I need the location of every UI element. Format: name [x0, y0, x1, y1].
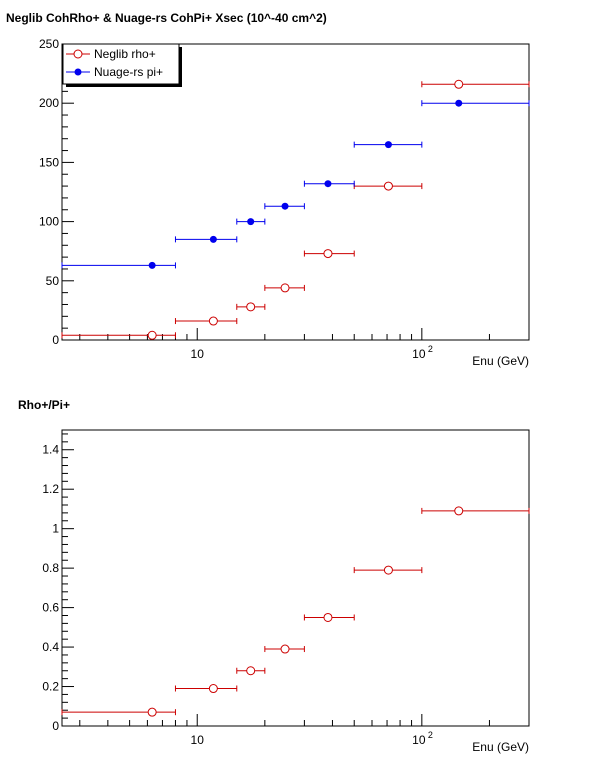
xsec-marker	[209, 235, 217, 243]
ratio-chart: Rho+/Pi+ 00.20.40.60.811.21.410 10 2 Enu (…	[18, 398, 530, 754]
xsec-chart: Neglib CohRho+ & Nuage-rs CohPi+ Xsec (1…	[6, 11, 530, 368]
xsec-point-0-0	[61, 330, 176, 340]
xsec-marker	[280, 283, 290, 293]
ratio-marker	[323, 612, 333, 622]
legend-box	[62, 43, 180, 85]
xsec-y-tick-label: 250	[39, 37, 59, 51]
xsec-data-marks	[61, 79, 530, 340]
svg-text:10: 10	[191, 733, 205, 747]
ratio-x-axis-label: Enu (GeV)	[472, 740, 529, 754]
xsec-chart-title: Neglib CohRho+ & Nuage-rs CohPi+ Xsec (1…	[6, 11, 327, 25]
xsec-x-tick-label: 10 2	[412, 344, 433, 361]
legend-item-pi: Nuage-rs pi+	[66, 65, 163, 79]
ratio-y-tick-label: 1.2	[42, 482, 59, 496]
xsec-y-tick-label: 0	[52, 333, 59, 347]
xsec-point-1-0	[61, 261, 176, 269]
xsec-x-axis-label: Enu (GeV)	[472, 354, 529, 368]
xsec-point-0-5	[353, 181, 423, 191]
xsec-marker	[455, 99, 463, 107]
xsec-marker	[247, 218, 255, 226]
xsec-marker	[384, 141, 392, 149]
legend: Neglib rho+ Nuage-rs pi+	[62, 43, 182, 87]
ratio-y-tick-label: 1	[52, 522, 59, 536]
svg-text:10: 10	[191, 347, 205, 361]
xsec-marker	[383, 181, 393, 191]
xsec-point-1-3	[264, 202, 305, 210]
xsec-point-1-4	[303, 180, 355, 188]
svg-text:10: 10	[412, 733, 426, 747]
ratio-marker	[246, 666, 256, 676]
ratio-marker	[454, 506, 464, 516]
ratio-chart-title: Rho+/Pi+	[18, 398, 70, 412]
xsec-point-1-5	[353, 141, 423, 149]
xsec-marker	[323, 249, 333, 259]
xsec-y-tick-label: 200	[39, 96, 59, 110]
xsec-point-1-1	[174, 235, 238, 243]
ratio-y-tick-label: 0.2	[42, 680, 59, 694]
svg-text:2: 2	[428, 730, 433, 740]
xsec-point-0-3	[264, 283, 305, 293]
xsec-point-1-2	[236, 218, 266, 226]
svg-text:10: 10	[412, 347, 426, 361]
ratio-point-0-2	[236, 666, 266, 676]
xsec-marker	[246, 302, 256, 312]
ratio-point-0-3	[264, 644, 305, 654]
ratio-y-tick-label: 1.4	[42, 443, 59, 457]
svg-text:2: 2	[428, 344, 433, 354]
xsec-point-0-2	[236, 302, 266, 312]
xsec-plot-frame	[61, 43, 530, 341]
ratio-x-tick-label: 10	[191, 733, 205, 747]
xsec-y-tick-label: 150	[39, 155, 59, 169]
ratio-y-tick-label: 0.4	[42, 640, 59, 654]
ratio-y-tick-label: 0	[52, 719, 59, 733]
xsec-y-tick-label: 50	[46, 274, 60, 288]
ratio-marker	[383, 565, 393, 575]
ratio-marker	[280, 644, 290, 654]
xsec-marker	[147, 330, 157, 340]
xsec-marker	[454, 79, 464, 89]
xsec-x-tick-label: 10	[191, 347, 205, 361]
xsec-point-1-6	[421, 99, 530, 107]
ratio-y-tick-label: 0.8	[42, 561, 59, 575]
ratio-marker	[147, 707, 157, 717]
ratio-plot-frame	[61, 429, 530, 727]
xsec-point-0-6	[421, 79, 530, 89]
xsec-marker	[324, 180, 332, 188]
ratio-marker	[208, 684, 218, 694]
legend-item-rho: Neglib rho+	[66, 47, 156, 61]
xsec-marker	[148, 261, 156, 269]
ratio-y-tick-label: 0.6	[42, 601, 59, 615]
ratio-axes: 00.20.40.60.811.21.410 10 2	[42, 433, 530, 747]
ratio-point-0-4	[303, 612, 355, 622]
xsec-point-0-4	[303, 249, 355, 259]
ratio-point-0-0	[61, 707, 176, 717]
ratio-point-0-1	[174, 684, 238, 694]
legend-label-pi: Nuage-rs pi+	[94, 65, 163, 79]
ratio-point-0-5	[353, 565, 423, 575]
xsec-point-0-1	[174, 316, 238, 326]
ratio-x-tick-label: 10 2	[412, 730, 433, 747]
legend-label-rho: Neglib rho+	[94, 47, 156, 61]
xsec-y-tick-label: 100	[39, 215, 59, 229]
xsec-marker	[281, 202, 289, 210]
xsec-marker	[208, 316, 218, 326]
ratio-point-0-6	[421, 506, 530, 516]
ratio-data-marks	[61, 506, 530, 717]
